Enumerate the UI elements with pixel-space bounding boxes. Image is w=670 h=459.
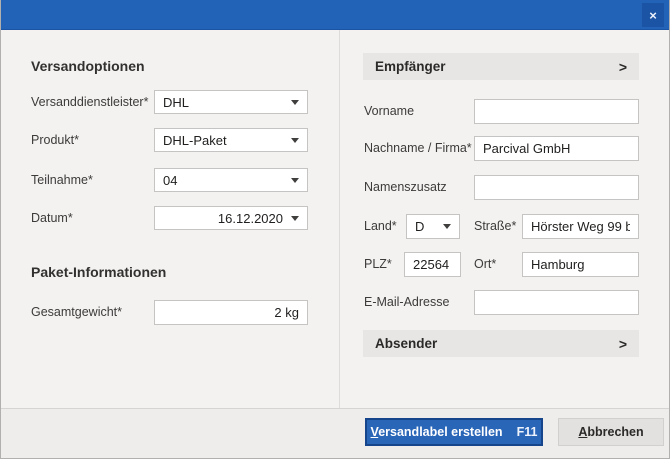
close-button[interactable]: × [642, 3, 664, 27]
column-divider [339, 30, 340, 409]
cancel-button[interactable]: Abbrechen [558, 418, 664, 446]
chevron-right-icon: > [618, 58, 627, 75]
country-label: Land* [364, 219, 397, 233]
chevron-down-icon [291, 99, 299, 105]
zip-label: PLZ* [364, 257, 392, 271]
last-name-input[interactable] [474, 136, 639, 161]
name-suffix-label: Namenszusatz [364, 180, 447, 194]
country-value: D [415, 219, 425, 234]
product-value: DHL-Paket [163, 132, 227, 148]
chevron-down-icon [291, 177, 299, 183]
chevron-down-icon [291, 215, 299, 221]
total-weight-label: Gesamtgewicht* [31, 305, 123, 319]
date-value: 16.12.2020 [217, 210, 283, 226]
chevron-down-icon [291, 137, 299, 143]
email-label: E-Mail-Adresse [364, 295, 450, 309]
create-shortcut-hint: F11 [516, 425, 538, 439]
product-select[interactable]: DHL-Paket [154, 128, 308, 152]
email-input[interactable] [474, 290, 639, 315]
first-name-input[interactable] [474, 99, 639, 124]
carrier-value: DHL [163, 94, 190, 110]
footer-bar: Versandlabel erstellen F11 Abbrechen [1, 408, 669, 458]
product-label: Produkt* [31, 133, 79, 147]
create-shipping-label-text: Versandlabel erstellen [370, 425, 503, 439]
sender-section-header[interactable]: Absender > [363, 330, 639, 357]
street-input[interactable] [522, 214, 639, 239]
name-suffix-input[interactable] [474, 175, 639, 200]
create-shipping-label-button[interactable]: Versandlabel erstellen F11 [365, 418, 543, 446]
carrier-select[interactable]: DHL [154, 90, 308, 114]
recipient-section-title: Empfänger [375, 59, 446, 74]
cancel-button-text: Abbrechen [578, 425, 644, 439]
participation-value: 04 [163, 172, 178, 188]
total-weight-input[interactable] [154, 300, 308, 325]
last-name-label: Nachname / Firma* [364, 141, 472, 155]
recipient-section-header[interactable]: Empfänger > [363, 53, 639, 80]
city-input[interactable] [522, 252, 639, 277]
chevron-down-icon [443, 224, 451, 229]
date-label: Datum* [31, 211, 73, 225]
zip-input[interactable] [404, 252, 461, 277]
date-picker[interactable]: 16.12.2020 [154, 206, 308, 230]
city-label: Ort* [474, 257, 497, 271]
titlebar: × [1, 0, 669, 30]
sender-section-title: Absender [375, 336, 438, 351]
first-name-label: Vorname [364, 104, 415, 118]
chevron-right-icon: > [618, 335, 627, 352]
participation-label: Teilnahme* [31, 173, 93, 187]
street-label: Straße* [474, 219, 517, 233]
carrier-label: Versanddienstleister* [31, 95, 149, 109]
section-title-shipping-options: Versandoptionen [31, 58, 145, 74]
close-icon: × [649, 7, 657, 23]
participation-select[interactable]: 04 [154, 168, 308, 192]
country-select[interactable]: D [406, 214, 460, 239]
section-title-package-info: Paket-Informationen [31, 264, 167, 280]
